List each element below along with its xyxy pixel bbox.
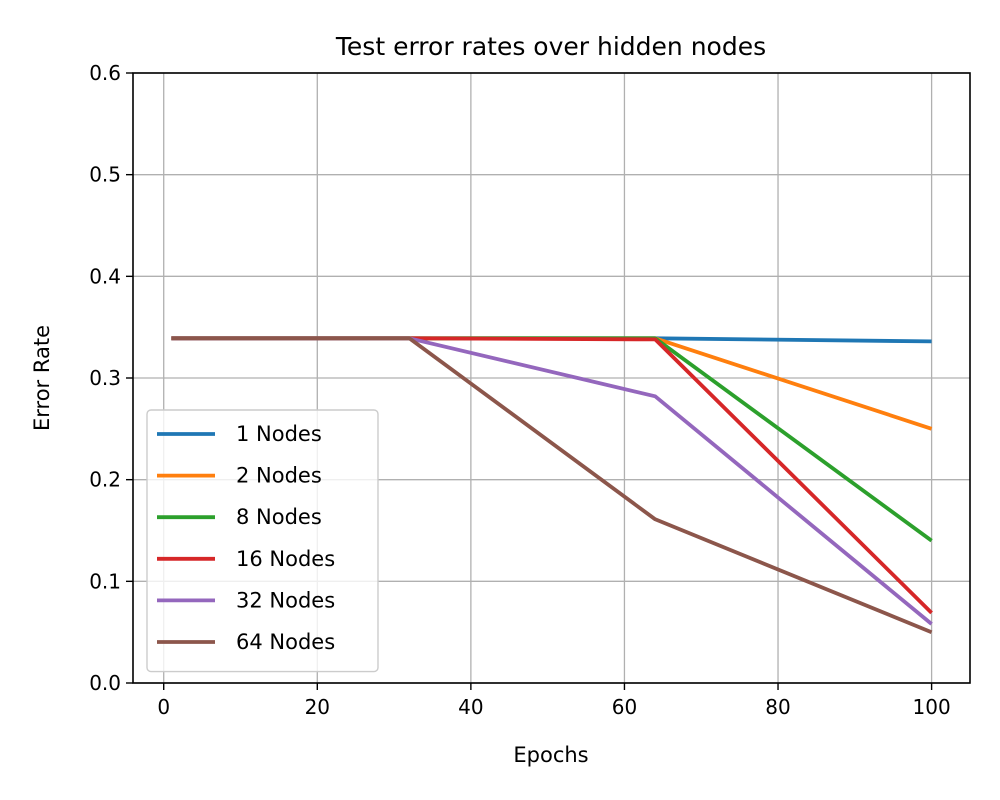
- series-line: [171, 336, 933, 634]
- legend-label: 1 Nodes: [236, 422, 322, 446]
- x-tick-label: 40: [458, 695, 483, 719]
- x-axis-label: Epochs: [513, 743, 588, 767]
- y-axis: 0.0 0.1 0.2 0.3 0.4 0.5 0.6: [89, 61, 133, 695]
- legend: 1 Nodes 2 Nodes 8 Nodes 16 Nodes 32 Nodes 64 …: [146, 409, 379, 673]
- legend-label: 16 Nodes: [236, 547, 335, 571]
- legend-label: 64 Nodes: [236, 630, 335, 654]
- x-tick-label: 60: [612, 695, 637, 719]
- y-tick-label: 0.3: [89, 366, 121, 390]
- x-tick-label: 100: [913, 695, 951, 719]
- legend-label: 8 Nodes: [236, 505, 322, 529]
- chart-title: Test error rates over hidden nodes: [335, 32, 766, 61]
- y-tick-label: 0.6: [89, 61, 121, 85]
- x-axis: 0 20 40 60 80 100: [157, 683, 951, 719]
- y-tick-label: 0.2: [89, 468, 121, 492]
- y-tick-label: 0.0: [89, 671, 121, 695]
- x-tick-label: 20: [305, 695, 330, 719]
- x-tick-label: 80: [765, 695, 790, 719]
- legend-label: 32 Nodes: [236, 588, 335, 612]
- y-tick-label: 0.5: [89, 163, 121, 187]
- y-axis-label: Error Rate: [30, 325, 54, 431]
- y-tick-label: 0.4: [89, 264, 121, 288]
- series-lines: [171, 336, 933, 634]
- x-tick-label: 0: [157, 695, 170, 719]
- legend-label: 2 Nodes: [236, 464, 322, 488]
- y-tick-label: 0.1: [89, 569, 121, 593]
